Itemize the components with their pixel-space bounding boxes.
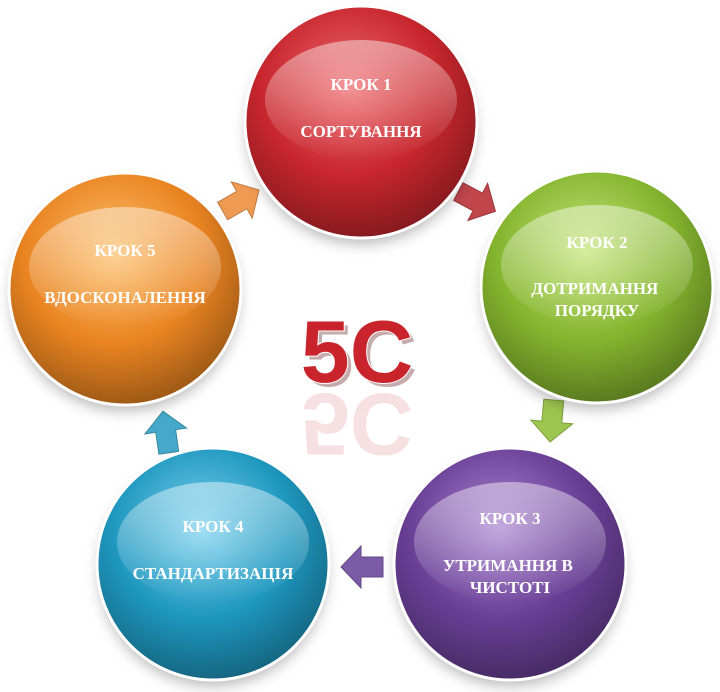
step-5-circle-group: КРОК 5 ВДОСКОНАЛЕННЯ: [7, 171, 243, 411]
step-4-name: СТАНДАРТИЗАЦІЯ: [133, 564, 294, 583]
step-2-name-line-1: ДОТРИМАННЯ: [531, 279, 658, 298]
step-1-circle-group: КРОК 1 СОРТУВАННЯ: [243, 4, 479, 244]
step-5-name-line-1: ВДОСКОНАЛЕННЯ: [44, 288, 205, 307]
step-2-number: КРОК 2: [567, 233, 628, 252]
arrow-step5-to-step1: [216, 180, 260, 221]
arrow-step4-to-step5: [143, 410, 188, 455]
step-4-number: КРОК 4: [183, 517, 244, 536]
step-5-name: ВДОСКОНАЛЕННЯ: [44, 288, 205, 307]
arrow-step1-to-step2: [452, 182, 497, 222]
arrow-step3-to-step4: [340, 544, 384, 590]
step-5-gloss: [29, 207, 221, 327]
step-4-name-line-1: СТАНДАРТИЗАЦІЯ: [133, 564, 294, 583]
step-2-name: ДОТРИМАННЯ ПОРЯДКУ: [531, 279, 662, 320]
step-3-gloss: [414, 482, 606, 602]
step-3-name: УТРИМАННЯ В ЧИСТОТІ: [443, 556, 577, 597]
center-label-group: 5С 5С 5С: [300, 301, 418, 474]
step-1-gloss: [265, 40, 457, 160]
step-2-name-line-2: ПОРЯДКУ: [555, 301, 640, 320]
step-5-number: КРОК 5: [95, 241, 156, 260]
step-1-number: КРОК 1: [331, 75, 392, 94]
center-label-shadow: 5С: [305, 306, 418, 405]
step-3-number: КРОК 3: [480, 509, 541, 528]
step-2-gloss: [501, 205, 693, 325]
step-1-name: СОРТУВАННЯ: [300, 122, 421, 141]
step-3-circle-group: КРОК 3 УТРИМАННЯ В ЧИСТОТІ: [392, 446, 628, 686]
center-label-reflection: 5С: [301, 375, 414, 474]
center-label: 5С: [301, 302, 414, 401]
step-3-name-line-2: ЧИСТОТІ: [470, 578, 551, 597]
step-4-circle-group: КРОК 4 СТАНДАРТИЗАЦІЯ: [95, 446, 331, 686]
step-1-name-line-1: СОРТУВАННЯ: [300, 122, 421, 141]
step-4-gloss: [117, 482, 309, 602]
arrow-step2-to-step3: [529, 398, 575, 443]
arrows: [143, 180, 575, 590]
step-2-circle-group: КРОК 2 ДОТРИМАННЯ ПОРЯДКУ: [479, 169, 715, 409]
step-3-name-line-1: УТРИМАННЯ В: [443, 556, 573, 575]
